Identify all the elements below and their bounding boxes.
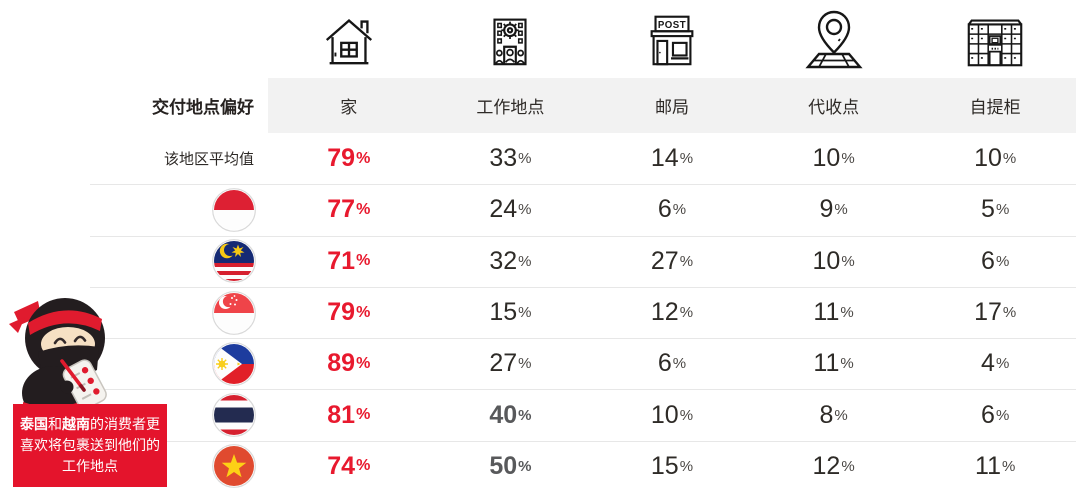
value-singapore-pickup: 11%	[813, 298, 854, 327]
callout-text: 和	[48, 416, 62, 432]
value-average-home: 79%	[327, 144, 371, 173]
value-thailand-pickup: 8%	[819, 400, 848, 429]
indonesia-flag-icon	[0, 184, 268, 235]
value-thailand-home: 81%	[327, 400, 371, 429]
value-thailand-post: 10%	[650, 400, 694, 429]
column-header-pickup-point: 代收点	[752, 78, 915, 133]
value-vietnam-workplace: 50%	[489, 451, 532, 480]
table-row-philippines: 89% 27% 6% 11% 4%	[0, 338, 1076, 389]
value-thailand-workplace: 40%	[489, 400, 532, 429]
value-philippines-locker: 4%	[981, 349, 1010, 378]
row-label-average: 该地区平均值	[163, 151, 254, 169]
table-row-malaysia: 71% 32% 27% 10% 6%	[0, 235, 1076, 287]
value-vietnam-home: 74%	[327, 451, 371, 480]
singapore-flag-icon	[0, 287, 268, 338]
value-vietnam-locker: 11%	[975, 451, 1016, 480]
svg-text:POST: POST	[658, 20, 686, 31]
value-indonesia-workplace: 24%	[489, 195, 532, 224]
value-thailand-locker: 6%	[981, 400, 1010, 429]
value-malaysia-home: 71%	[327, 246, 371, 275]
value-malaysia-locker: 6%	[981, 246, 1010, 275]
value-average-post: 14%	[650, 144, 694, 173]
value-average-pickup: 10%	[812, 144, 855, 173]
header-labels-row: 交付地点偏好 家 工作地点 邮局 代收点 自提柜	[0, 78, 1076, 133]
value-average-workplace: 33%	[489, 144, 532, 173]
value-vietnam-post: 15%	[650, 451, 694, 480]
pickup-point-icon	[802, 7, 866, 71]
column-header-workplace: 工作地点	[429, 78, 592, 133]
value-malaysia-post: 27%	[650, 246, 694, 275]
table-title: 交付地点偏好	[0, 78, 268, 133]
callout-text-bold-vietnam: 越南	[62, 416, 90, 432]
value-singapore-locker: 17%	[974, 298, 1017, 327]
table-row-indonesia: 77% 24% 6% 9% 5%	[0, 184, 1076, 235]
parcel-locker-icon	[961, 9, 1029, 69]
value-malaysia-pickup: 10%	[812, 246, 855, 275]
value-singapore-home: 79%	[327, 298, 371, 327]
callout-box: 泰国和越南的消费者更喜欢将包裹送到他们的工作地点	[13, 404, 167, 487]
value-malaysia-workplace: 32%	[489, 246, 532, 275]
value-philippines-workplace: 27%	[489, 349, 532, 378]
value-singapore-workplace: 15%	[489, 298, 532, 327]
header-icons-row: POST	[0, 0, 1076, 78]
value-indonesia-home: 77%	[327, 195, 371, 224]
table-row-average: 该地区平均值 79% 33% 14% 10% 10%	[0, 133, 1076, 184]
table-row-vietnam: 74% 50% 15% 12% 11%	[0, 440, 1076, 492]
post-office-icon: POST	[641, 8, 703, 70]
value-philippines-home: 89%	[327, 349, 371, 378]
column-header-locker: 自提柜	[914, 78, 1076, 133]
thailand-flag-icon	[0, 389, 268, 440]
callout-text-rest: 的消费者更喜欢将包裹送到他们的工作地点	[20, 416, 160, 474]
vietnam-flag-icon	[0, 441, 268, 492]
value-philippines-post: 6%	[657, 349, 687, 378]
value-philippines-pickup: 11%	[813, 349, 854, 378]
value-vietnam-pickup: 12%	[812, 451, 855, 480]
table-row-singapore: 79% 15% 12% 11% 17%	[0, 286, 1076, 338]
value-average-locker: 10%	[974, 144, 1017, 173]
malaysia-flag-icon	[0, 236, 268, 287]
value-indonesia-pickup: 9%	[819, 195, 848, 224]
value-indonesia-locker: 5%	[981, 195, 1010, 224]
column-header-post-office: 邮局	[591, 78, 753, 133]
callout-text-bold-thailand: 泰国	[20, 416, 48, 432]
column-header-home: 家	[268, 78, 430, 133]
workplace-icon	[479, 8, 541, 70]
home-icon	[318, 8, 380, 70]
philippines-flag-icon	[0, 338, 268, 389]
value-indonesia-post: 6%	[657, 195, 687, 224]
value-singapore-post: 12%	[650, 298, 694, 327]
table-row-thailand: 81% 40% 10% 8% 6%	[0, 389, 1076, 440]
